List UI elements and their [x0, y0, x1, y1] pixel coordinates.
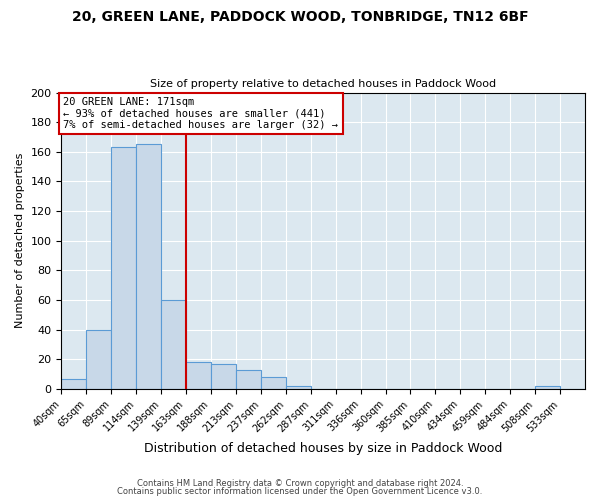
- Text: 20, GREEN LANE, PADDOCK WOOD, TONBRIDGE, TN12 6BF: 20, GREEN LANE, PADDOCK WOOD, TONBRIDGE,…: [71, 10, 529, 24]
- Text: Contains HM Land Registry data © Crown copyright and database right 2024.: Contains HM Land Registry data © Crown c…: [137, 478, 463, 488]
- Title: Size of property relative to detached houses in Paddock Wood: Size of property relative to detached ho…: [150, 79, 496, 89]
- Bar: [286, 386, 311, 389]
- Bar: [186, 362, 211, 389]
- Bar: [535, 386, 560, 389]
- Bar: [211, 364, 236, 389]
- Bar: [161, 300, 186, 389]
- Text: Contains public sector information licensed under the Open Government Licence v3: Contains public sector information licen…: [118, 487, 482, 496]
- Bar: [261, 377, 286, 389]
- Bar: [236, 370, 261, 389]
- Bar: [86, 330, 111, 389]
- Y-axis label: Number of detached properties: Number of detached properties: [15, 153, 25, 328]
- Bar: [111, 148, 136, 389]
- X-axis label: Distribution of detached houses by size in Paddock Wood: Distribution of detached houses by size …: [144, 442, 502, 455]
- Bar: [61, 378, 86, 389]
- Bar: [136, 144, 161, 389]
- Text: 20 GREEN LANE: 171sqm
← 93% of detached houses are smaller (441)
7% of semi-deta: 20 GREEN LANE: 171sqm ← 93% of detached …: [64, 97, 338, 130]
